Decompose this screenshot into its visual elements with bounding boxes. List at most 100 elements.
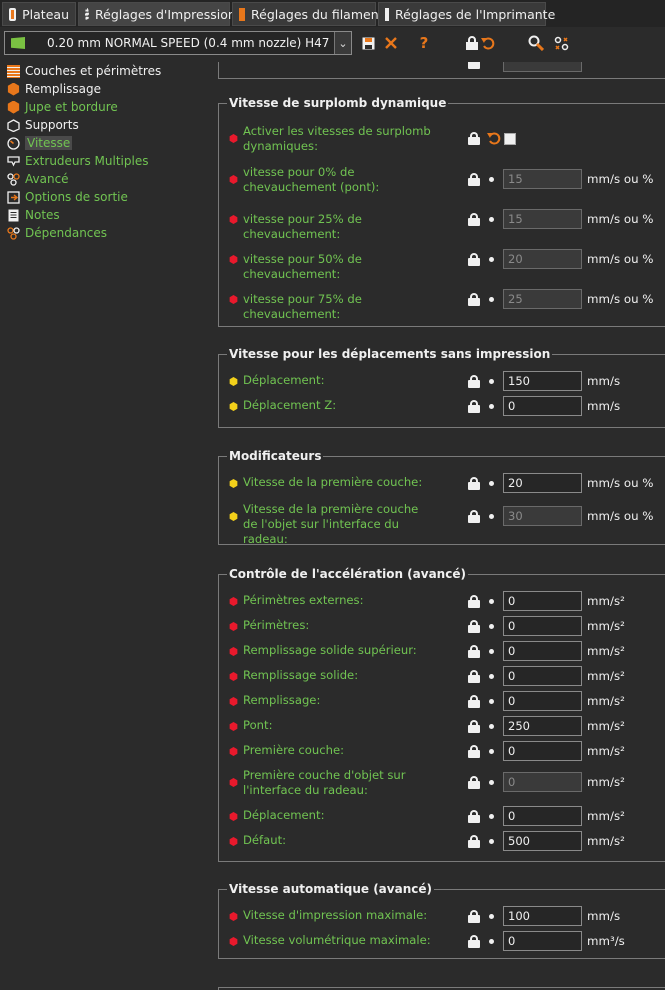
lock-icon[interactable] [465,34,479,52]
setting-row-overhang-0: vitesse pour 0% de chevauchement (pont):… [225,165,665,195]
first-layer-raft-speed-input[interactable] [503,506,582,526]
accel-first-object-layer-raft-input[interactable] [503,772,582,792]
lock-icon[interactable] [468,477,480,490]
mode-expert-icon [229,747,238,756]
undo-icon[interactable] [487,131,501,145]
sidebar-item-dependencies[interactable]: Dépendances [3,224,211,242]
lock-icon[interactable] [468,935,480,948]
enable-dynamic-overhang-checkbox[interactable] [504,133,516,145]
tab-plater[interactable]: Plateau [2,2,76,26]
sidebar-item-skirt[interactable]: Jupe et bordure [3,98,211,116]
lock-icon[interactable] [468,595,480,608]
lock-icon[interactable] [468,720,480,733]
settings-panel[interactable]: Vitesse de surplomb dynamique Activer le… [214,62,665,990]
tab-label: Réglages d'Impression [95,6,236,22]
lock-icon[interactable] [468,670,480,683]
overhang-25-input[interactable] [503,209,582,229]
delete-icon[interactable] [383,34,399,52]
sidebar-item-infill[interactable]: Remplissage [3,80,211,98]
accel-infill-input[interactable] [503,691,582,711]
lock-icon[interactable] [468,293,480,306]
lock-icon[interactable] [468,400,480,413]
group-title: Modificateurs [227,449,324,463]
overhang-75-input[interactable] [503,289,582,309]
sidebar-item-label: Supports [25,118,79,132]
sidebar-item-layers[interactable]: Couches et périmètres [3,62,211,80]
sidebar-item-advanced[interactable]: Avancé [3,170,211,188]
tab-filament-settings[interactable]: Réglages du filament [232,2,384,26]
preset-select[interactable]: 0.20 mm NORMAL SPEED (0.4 mm nozzle) H47… [4,31,352,55]
lock-icon[interactable] [468,810,480,823]
lock-icon[interactable] [468,910,480,923]
dependencies-icon [7,226,20,240]
lock-icon[interactable] [468,620,480,633]
setting-label: vitesse pour 25% de chevauchement: [243,212,362,241]
default-dot-icon [489,724,494,729]
default-dot-icon [489,914,494,919]
lock-icon[interactable] [468,173,480,186]
default-dot-icon [489,257,494,262]
accel-top-solid-infill-input[interactable] [503,641,582,661]
setting-row-first-layer-raft-speed: Vitesse de la première couche de l'objet… [225,501,665,546]
lock-icon[interactable] [468,375,480,388]
travel-z-speed-input[interactable] [503,396,582,416]
sidebar-item-notes[interactable]: Notes [3,206,211,224]
filament-icon [239,7,245,21]
setting-label: Remplissage solide: [243,668,359,682]
accel-perimeters-input[interactable] [503,616,582,636]
max-volumetric-speed-input[interactable] [503,931,582,951]
setting-label: Remplissage solide supérieur: [243,643,417,657]
lock-icon[interactable] [468,645,480,658]
lock-icon[interactable] [468,695,480,708]
setting-input[interactable] [503,62,582,72]
overhang-50-input[interactable] [503,249,582,269]
lock-icon[interactable] [468,776,480,789]
compare-icon[interactable] [553,34,569,52]
accel-solid-infill-input[interactable] [503,666,582,686]
setting-label: Périmètres externes: [243,593,364,607]
unit-label: mm/s² [587,809,625,823]
unit-label: mm³/s [587,934,625,948]
save-icon[interactable] [361,34,375,52]
default-dot-icon [489,297,494,302]
sidebar-item-multi-extruders[interactable]: Extrudeurs Multiples [3,152,211,170]
sidebar-item-speed[interactable]: Vitesse [3,134,211,152]
overhang-0-input[interactable] [503,169,582,189]
setting-label: Remplissage: [243,693,321,707]
lock-icon[interactable] [468,745,480,758]
lock-icon[interactable] [468,510,480,523]
lock-icon[interactable] [468,835,480,848]
unit-label: mm/s ou % [587,292,654,306]
accel-bridge-input[interactable] [503,716,582,736]
setting-label: Activer les vitesses de surplomb dynamiq… [243,124,431,153]
setting-row-accel-first-object-layer-raft: Première couche d'objet sur l'interface … [225,767,665,799]
travel-speed-input[interactable] [503,371,582,391]
chevron-down-icon[interactable]: ⌄ [334,32,351,54]
help-icon[interactable]: ? [419,34,429,52]
lock-icon[interactable] [468,213,480,226]
unit-label: mm/s ou % [587,212,654,226]
accel-travel-input[interactable] [503,806,582,826]
setting-row-overhang-50: vitesse pour 50% de chevauchement: mm/s … [225,245,665,281]
printer-icon [385,7,389,21]
advanced-icon [7,172,20,186]
first-layer-speed-input[interactable] [503,473,582,493]
mode-expert-icon [229,134,238,143]
group-title: Vitesse pour les déplacements sans impre… [227,347,553,361]
accel-first-layer-input[interactable] [503,741,582,761]
undo-icon[interactable] [481,34,495,52]
mode-advanced-icon [229,377,238,386]
lock-icon[interactable] [468,62,480,69]
sidebar-item-supports[interactable]: Supports [3,116,211,134]
unit-label: mm/s² [587,744,625,758]
tab-print-settings[interactable]: Réglages d'Impression [78,2,236,26]
search-icon[interactable] [528,34,544,52]
sidebar-item-output[interactable]: Options de sortie [3,188,211,206]
lock-icon[interactable] [468,253,480,266]
tab-printer-settings[interactable]: Réglages de l'Imprimante [378,2,555,26]
accel-external-perimeters-input[interactable] [503,591,582,611]
sidebar-item-label: Dépendances [25,226,108,240]
lock-icon[interactable] [468,132,480,145]
max-print-speed-input[interactable] [503,906,582,926]
accel-default-input[interactable] [503,831,582,851]
